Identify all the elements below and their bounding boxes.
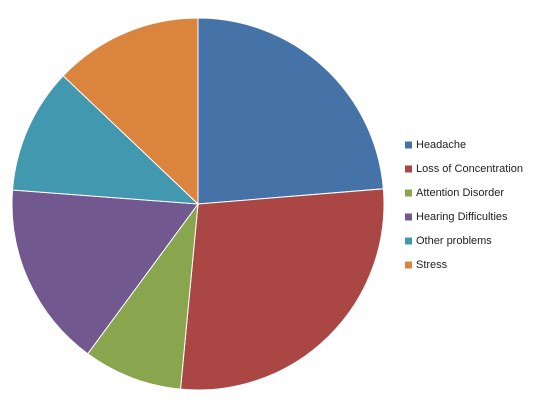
legend-swatch [405, 165, 412, 173]
legend-label: Stress [416, 259, 448, 271]
pie-slice [62, 17, 199, 206]
legend-swatch [405, 261, 412, 269]
legend-label: Other problems [416, 235, 492, 247]
legend-swatch [405, 237, 412, 245]
legend-swatch [405, 141, 412, 149]
legend-label: Attention Disorder [416, 187, 504, 199]
pie-slice [87, 202, 199, 390]
pie-slice [179, 188, 385, 391]
legend-label: Headache [416, 139, 466, 151]
legend-label: Loss of Concentration [416, 163, 523, 175]
legend-swatch [405, 189, 412, 197]
legend-swatch [405, 213, 412, 221]
pie-slice [197, 17, 384, 205]
legend-label: Hearing Difficulties [416, 211, 508, 223]
pie-slice [11, 189, 199, 355]
pie-slice [11, 75, 200, 205]
